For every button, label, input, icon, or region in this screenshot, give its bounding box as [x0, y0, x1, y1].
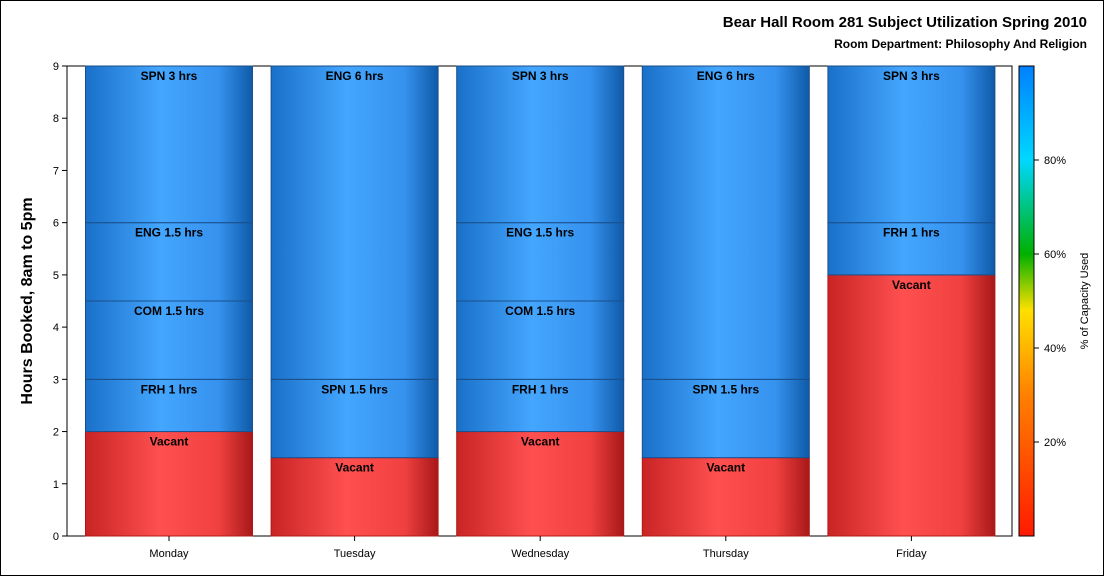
colorbar-tick-label: 40%: [1044, 343, 1066, 355]
bar-segment-label: COM 1.5 hrs: [134, 304, 204, 318]
colorbar-gradient: [1018, 65, 1035, 537]
bar-segment: [85, 431, 253, 537]
bar-segment: [456, 378, 625, 433]
bar-segment: [827, 65, 996, 224]
bar-segment-label: COM 1.5 hrs: [505, 304, 575, 318]
y-tick-label: 2: [53, 427, 59, 439]
bar-segment-label: Vacant: [335, 461, 374, 475]
y-tick-label: 0: [53, 531, 59, 543]
bar-segment: [641, 378, 810, 459]
bar-segment: [641, 457, 810, 537]
bar-segment-label: FRH 1 hrs: [141, 382, 198, 396]
x-tick-label: Tuesday: [334, 548, 376, 560]
bar-segment-label: FRH 1 hrs: [883, 226, 940, 240]
bar-segment-label: Vacant: [706, 461, 745, 475]
bar-segment: [456, 222, 625, 302]
bar-segment: [641, 65, 810, 380]
y-tick-label: 7: [53, 165, 59, 177]
bar-segment-label: ENG 1.5 hrs: [135, 226, 203, 240]
bar-segment: [270, 457, 439, 537]
y-tick-label: 1: [53, 479, 59, 491]
y-tick-label: 3: [53, 374, 59, 386]
bar-segment-label: FRH 1 hrs: [512, 382, 569, 396]
x-tick-label: Monday: [149, 548, 189, 560]
y-tick-label: 8: [53, 113, 59, 125]
x-tick-label: Friday: [896, 548, 927, 560]
chart-subtitle: Room Department: Philosophy And Religion: [834, 37, 1087, 51]
y-tick-label: 4: [53, 322, 59, 334]
y-tick-label: 6: [53, 218, 59, 230]
bar-segment: [85, 300, 253, 380]
bar-segment: [85, 65, 253, 224]
y-tick-label: 5: [53, 270, 59, 282]
bar-segment-label: Vacant: [150, 435, 189, 449]
bar-segment: [456, 300, 625, 380]
colorbar-tick-label: 80%: [1044, 155, 1066, 167]
bar-segment-label: SPN 3 hrs: [512, 69, 569, 83]
bar-segment: [270, 378, 439, 459]
bar-segment-label: SPN 1.5 hrs: [321, 382, 388, 396]
bar-segment-label: ENG 6 hrs: [326, 69, 384, 83]
bar-segment: [85, 222, 253, 302]
plot-area: 0 1 2 3 4 5 6 7 8 9 Hours Booked, 8am to 5pm Vacant…: [19, 61, 1013, 560]
y-tick-label: 9: [53, 61, 59, 73]
bar-segment: [827, 274, 996, 537]
bar-segment: [270, 65, 439, 380]
x-tick-label: Wednesday: [511, 548, 569, 560]
x-tick-label: Thursday: [703, 548, 749, 560]
chart-title: Bear Hall Room 281 Subject Utilization S…: [722, 14, 1087, 31]
colorbar: 20% 40% 60% 80% % of Capacity Used: [1018, 65, 1091, 537]
bar-segment-label: SPN 3 hrs: [141, 69, 198, 83]
colorbar-tick-label: 20%: [1044, 437, 1066, 449]
colorbar-label: % of Capacity Used: [1079, 253, 1091, 350]
bar-segment-label: SPN 3 hrs: [883, 69, 940, 83]
colorbar-tick-label: 60%: [1044, 249, 1066, 261]
bar-segment-label: Vacant: [892, 278, 931, 292]
bar-segment-label: Vacant: [521, 435, 560, 449]
bar-segment-label: ENG 6 hrs: [697, 69, 755, 83]
bar-segment-label: SPN 1.5 hrs: [692, 382, 759, 396]
bar-segment: [456, 65, 625, 224]
y-axis-label: Hours Booked, 8am to 5pm: [19, 197, 36, 404]
bar-segment-label: ENG 1.5 hrs: [506, 226, 574, 240]
